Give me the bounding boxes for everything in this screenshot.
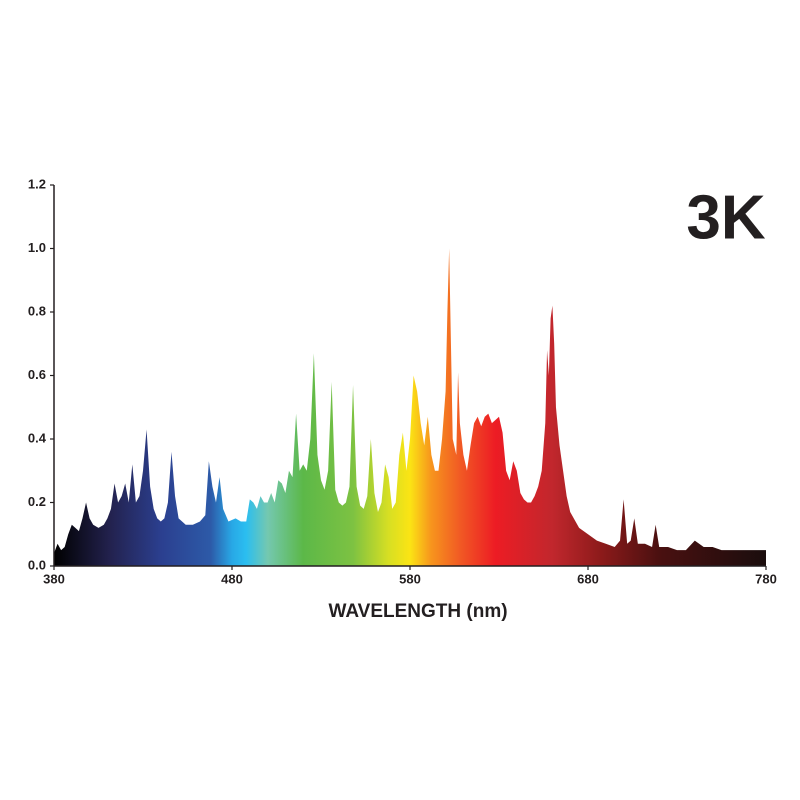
y-tick-label: 0.6 bbox=[28, 367, 46, 382]
y-tick-label: 0.8 bbox=[28, 303, 46, 318]
y-tick-label: 0.0 bbox=[28, 557, 46, 572]
x-tick-label: 780 bbox=[755, 571, 777, 586]
y-tick-label: 1.0 bbox=[28, 240, 46, 255]
y-tick-label: 0.2 bbox=[28, 494, 46, 509]
x-tick-label: 680 bbox=[577, 571, 599, 586]
x-axis-label: WAVELENGTH (nm) bbox=[328, 601, 507, 622]
x-tick-label: 580 bbox=[399, 571, 421, 586]
annotation: 3K bbox=[686, 183, 765, 252]
spectrum-area bbox=[54, 248, 766, 566]
y-tick-label: 0.4 bbox=[28, 430, 47, 445]
x-tick-label: 380 bbox=[43, 571, 65, 586]
x-tick-label: 480 bbox=[221, 571, 243, 586]
y-tick-label: 1.2 bbox=[28, 176, 46, 191]
